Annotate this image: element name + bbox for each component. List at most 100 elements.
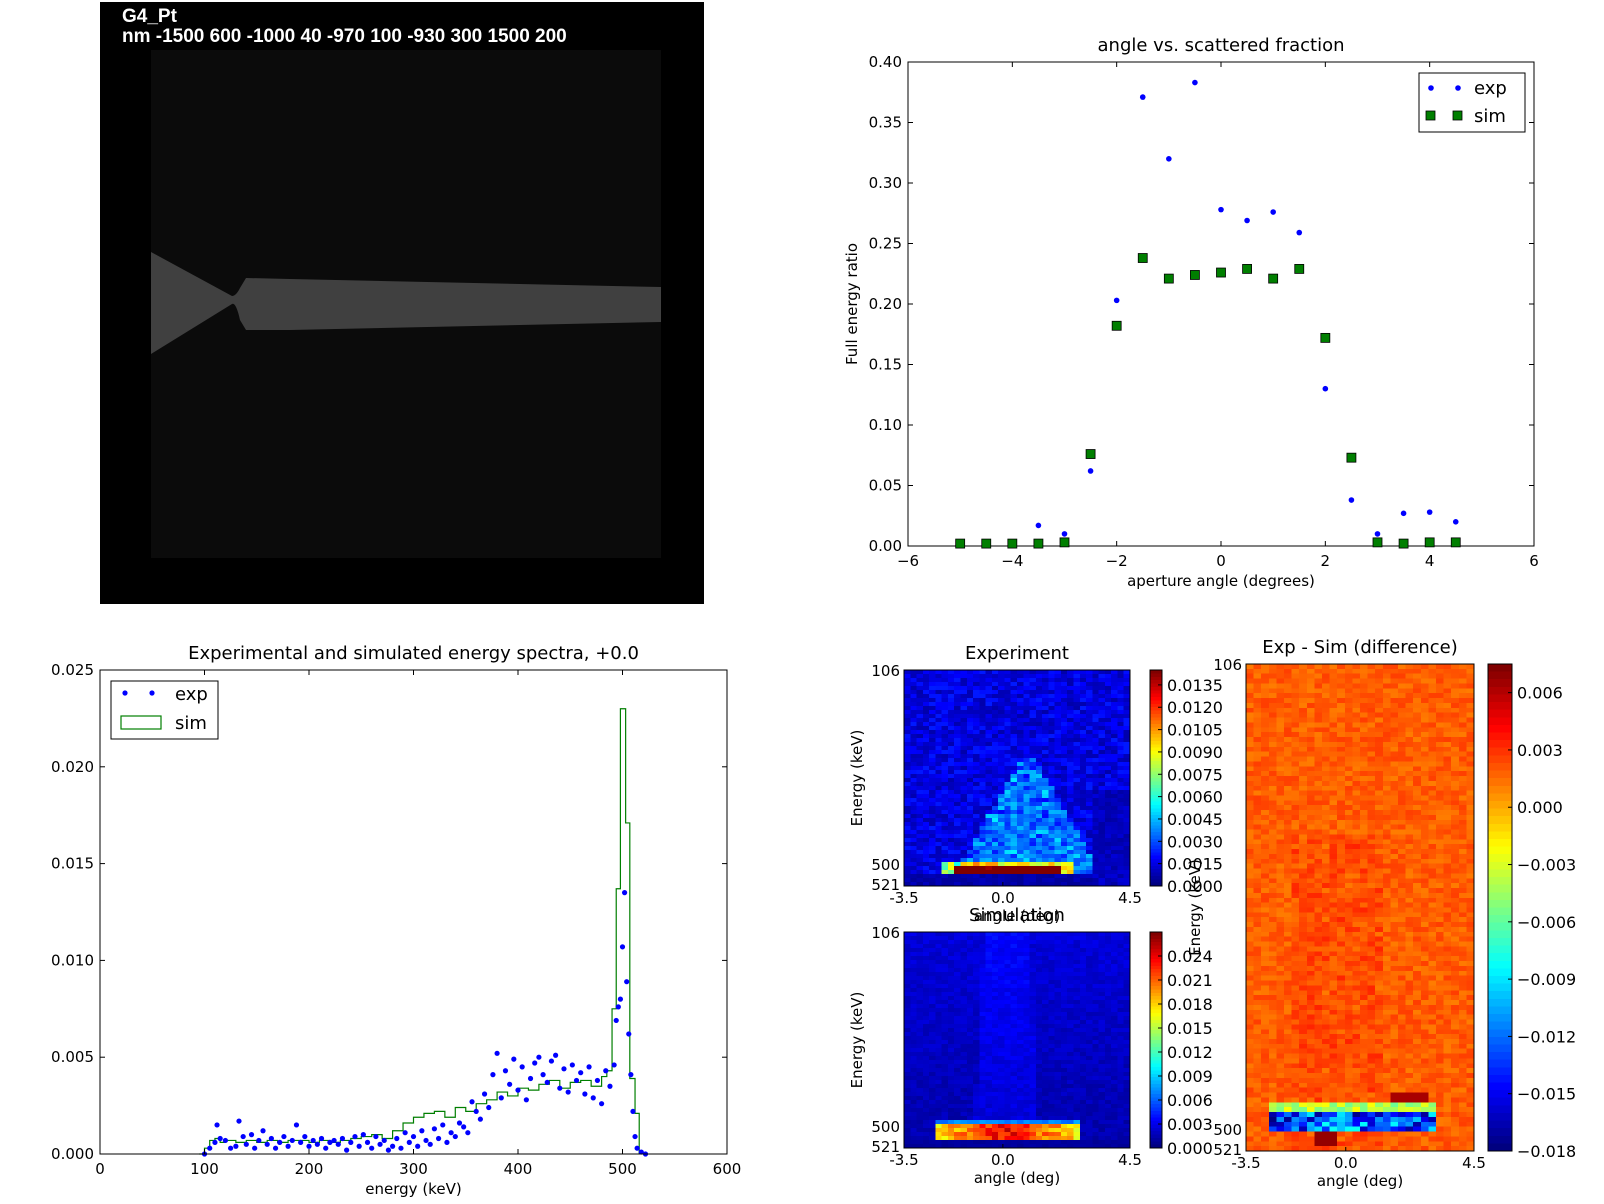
- heatmap-cell: [1117, 1008, 1125, 1013]
- heatmap-cell: [916, 984, 924, 989]
- heatmap-cell: [1428, 698, 1437, 704]
- colorbar-segment: [1150, 1141, 1162, 1146]
- heatmap-cell: [1092, 980, 1100, 985]
- heatmap-cell: [1466, 722, 1475, 728]
- colorbar-segment: [1150, 1070, 1162, 1075]
- heatmap-cell: [1246, 717, 1255, 724]
- heatmap-cell: [1054, 1112, 1062, 1117]
- heatmap-cell: [904, 1108, 911, 1113]
- heatmap-cell: [1436, 751, 1445, 758]
- heatmap-cell: [1010, 838, 1018, 843]
- heatmap-cell: [1042, 996, 1049, 1001]
- heatmap-cell: [1117, 698, 1125, 703]
- heatmap-cell: [1352, 702, 1361, 709]
- heatmap-cell: [966, 996, 974, 1001]
- heatmap-cell: [1420, 707, 1429, 714]
- heatmap-cell: [960, 854, 968, 859]
- heatmap-cell: [960, 1004, 968, 1009]
- heatmap-cell: [1111, 854, 1119, 859]
- heatmap-cell: [1023, 834, 1031, 839]
- heatmap-cell: [1042, 976, 1049, 981]
- heatmap-cell: [1098, 678, 1106, 683]
- heatmap-cell: [1073, 1048, 1081, 1053]
- heatmap-cell: [1117, 798, 1125, 803]
- heatmap-cell: [1398, 698, 1407, 704]
- heatmap-cell: [1054, 802, 1062, 807]
- heatmap-cell: [1017, 670, 1024, 675]
- heatmap-cell: [1060, 1092, 1068, 1097]
- heatmap-cell: [904, 706, 911, 711]
- heatmap-cell: [985, 798, 993, 803]
- heatmap-cell: [1004, 1036, 1012, 1041]
- heatmap-cell: [1123, 1024, 1131, 1029]
- heatmap-cell: [1104, 940, 1112, 945]
- heatmap-cell: [1023, 694, 1031, 699]
- heatmap-cell: [916, 826, 924, 831]
- heatmap-cell: [1023, 944, 1031, 949]
- heatmap-cell: [916, 1040, 924, 1045]
- heatmap-cell: [1104, 932, 1112, 937]
- sim-data-point: [1059, 537, 1070, 548]
- heatmap-cell: [1010, 988, 1018, 993]
- heatmap-cell: [1060, 1120, 1068, 1125]
- heatmap-cell: [1017, 1008, 1024, 1013]
- heatmap-cell: [1329, 664, 1338, 670]
- heatmap-cell: [1054, 1008, 1062, 1013]
- heatmap-cell: [1344, 746, 1353, 753]
- heatmap-cell: [910, 1076, 918, 1081]
- heatmap-cell: [1405, 717, 1414, 724]
- heatmap-cell: [979, 838, 987, 843]
- heatmap-cell: [1004, 766, 1012, 771]
- heatmap-cell: [1023, 1076, 1031, 1081]
- heatmap-cell: [1010, 1020, 1018, 1025]
- heatmap-cell: [1253, 727, 1262, 733]
- exp-data-point: [565, 1089, 571, 1095]
- heatmap-cell: [935, 1108, 943, 1113]
- heatmap-cell: [979, 826, 987, 831]
- heatmap-cell: [1329, 698, 1338, 704]
- heatmap-cell: [1079, 806, 1087, 811]
- heatmap-cell: [935, 1088, 943, 1093]
- colorbar-segment: [1150, 1137, 1162, 1142]
- heatmap-cell: [910, 1144, 918, 1149]
- heatmap-cell: [1073, 790, 1081, 795]
- heatmap-cell: [1306, 668, 1315, 675]
- heatmap-cell: [1092, 932, 1100, 937]
- heatmap-cell: [1004, 866, 1012, 871]
- heatmap-cell: [1451, 698, 1460, 704]
- heatmap-cell: [1054, 1144, 1062, 1149]
- heatmap-cell: [910, 1052, 918, 1057]
- heatmap-cell: [1054, 686, 1062, 691]
- heatmap-cell: [941, 866, 949, 871]
- heatmap-cell: [1042, 932, 1049, 937]
- heatmap-cell: [1104, 964, 1112, 969]
- heatmap-cell: [1060, 1116, 1068, 1121]
- heatmap-cell: [1111, 754, 1119, 759]
- heatmap-cell: [922, 822, 930, 827]
- heatmap-cell: [947, 1068, 955, 1073]
- heatmap-cell: [1079, 842, 1087, 847]
- heatmap-cell: [910, 866, 918, 871]
- heatmap-cell: [1017, 1016, 1024, 1021]
- heatmap-cell: [985, 878, 993, 883]
- heatmap-cell: [954, 798, 962, 803]
- heatmap-cell: [973, 678, 980, 683]
- heatmap-cell: [991, 1044, 999, 1049]
- heatmap-cell: [1004, 1004, 1012, 1009]
- heatmap-cell: [979, 878, 987, 883]
- heatmap-cell: [1035, 1092, 1043, 1097]
- heatmap-cell: [991, 742, 999, 747]
- heatmap-cell: [1060, 722, 1068, 727]
- heatmap-cell: [960, 1140, 968, 1145]
- heatmap-cell: [910, 988, 918, 993]
- heatmap-cell: [1067, 786, 1075, 791]
- heatmap-cell: [998, 1104, 1006, 1109]
- colorbar-segment: [1150, 717, 1162, 722]
- heatmap-cell: [904, 1004, 911, 1009]
- heatmap-cell: [1098, 674, 1106, 679]
- heatmap-cell: [1035, 1016, 1043, 1021]
- heatmap-cell: [1029, 798, 1037, 803]
- heatmap-cell: [1029, 1120, 1037, 1125]
- heatmap-cell: [1344, 737, 1353, 743]
